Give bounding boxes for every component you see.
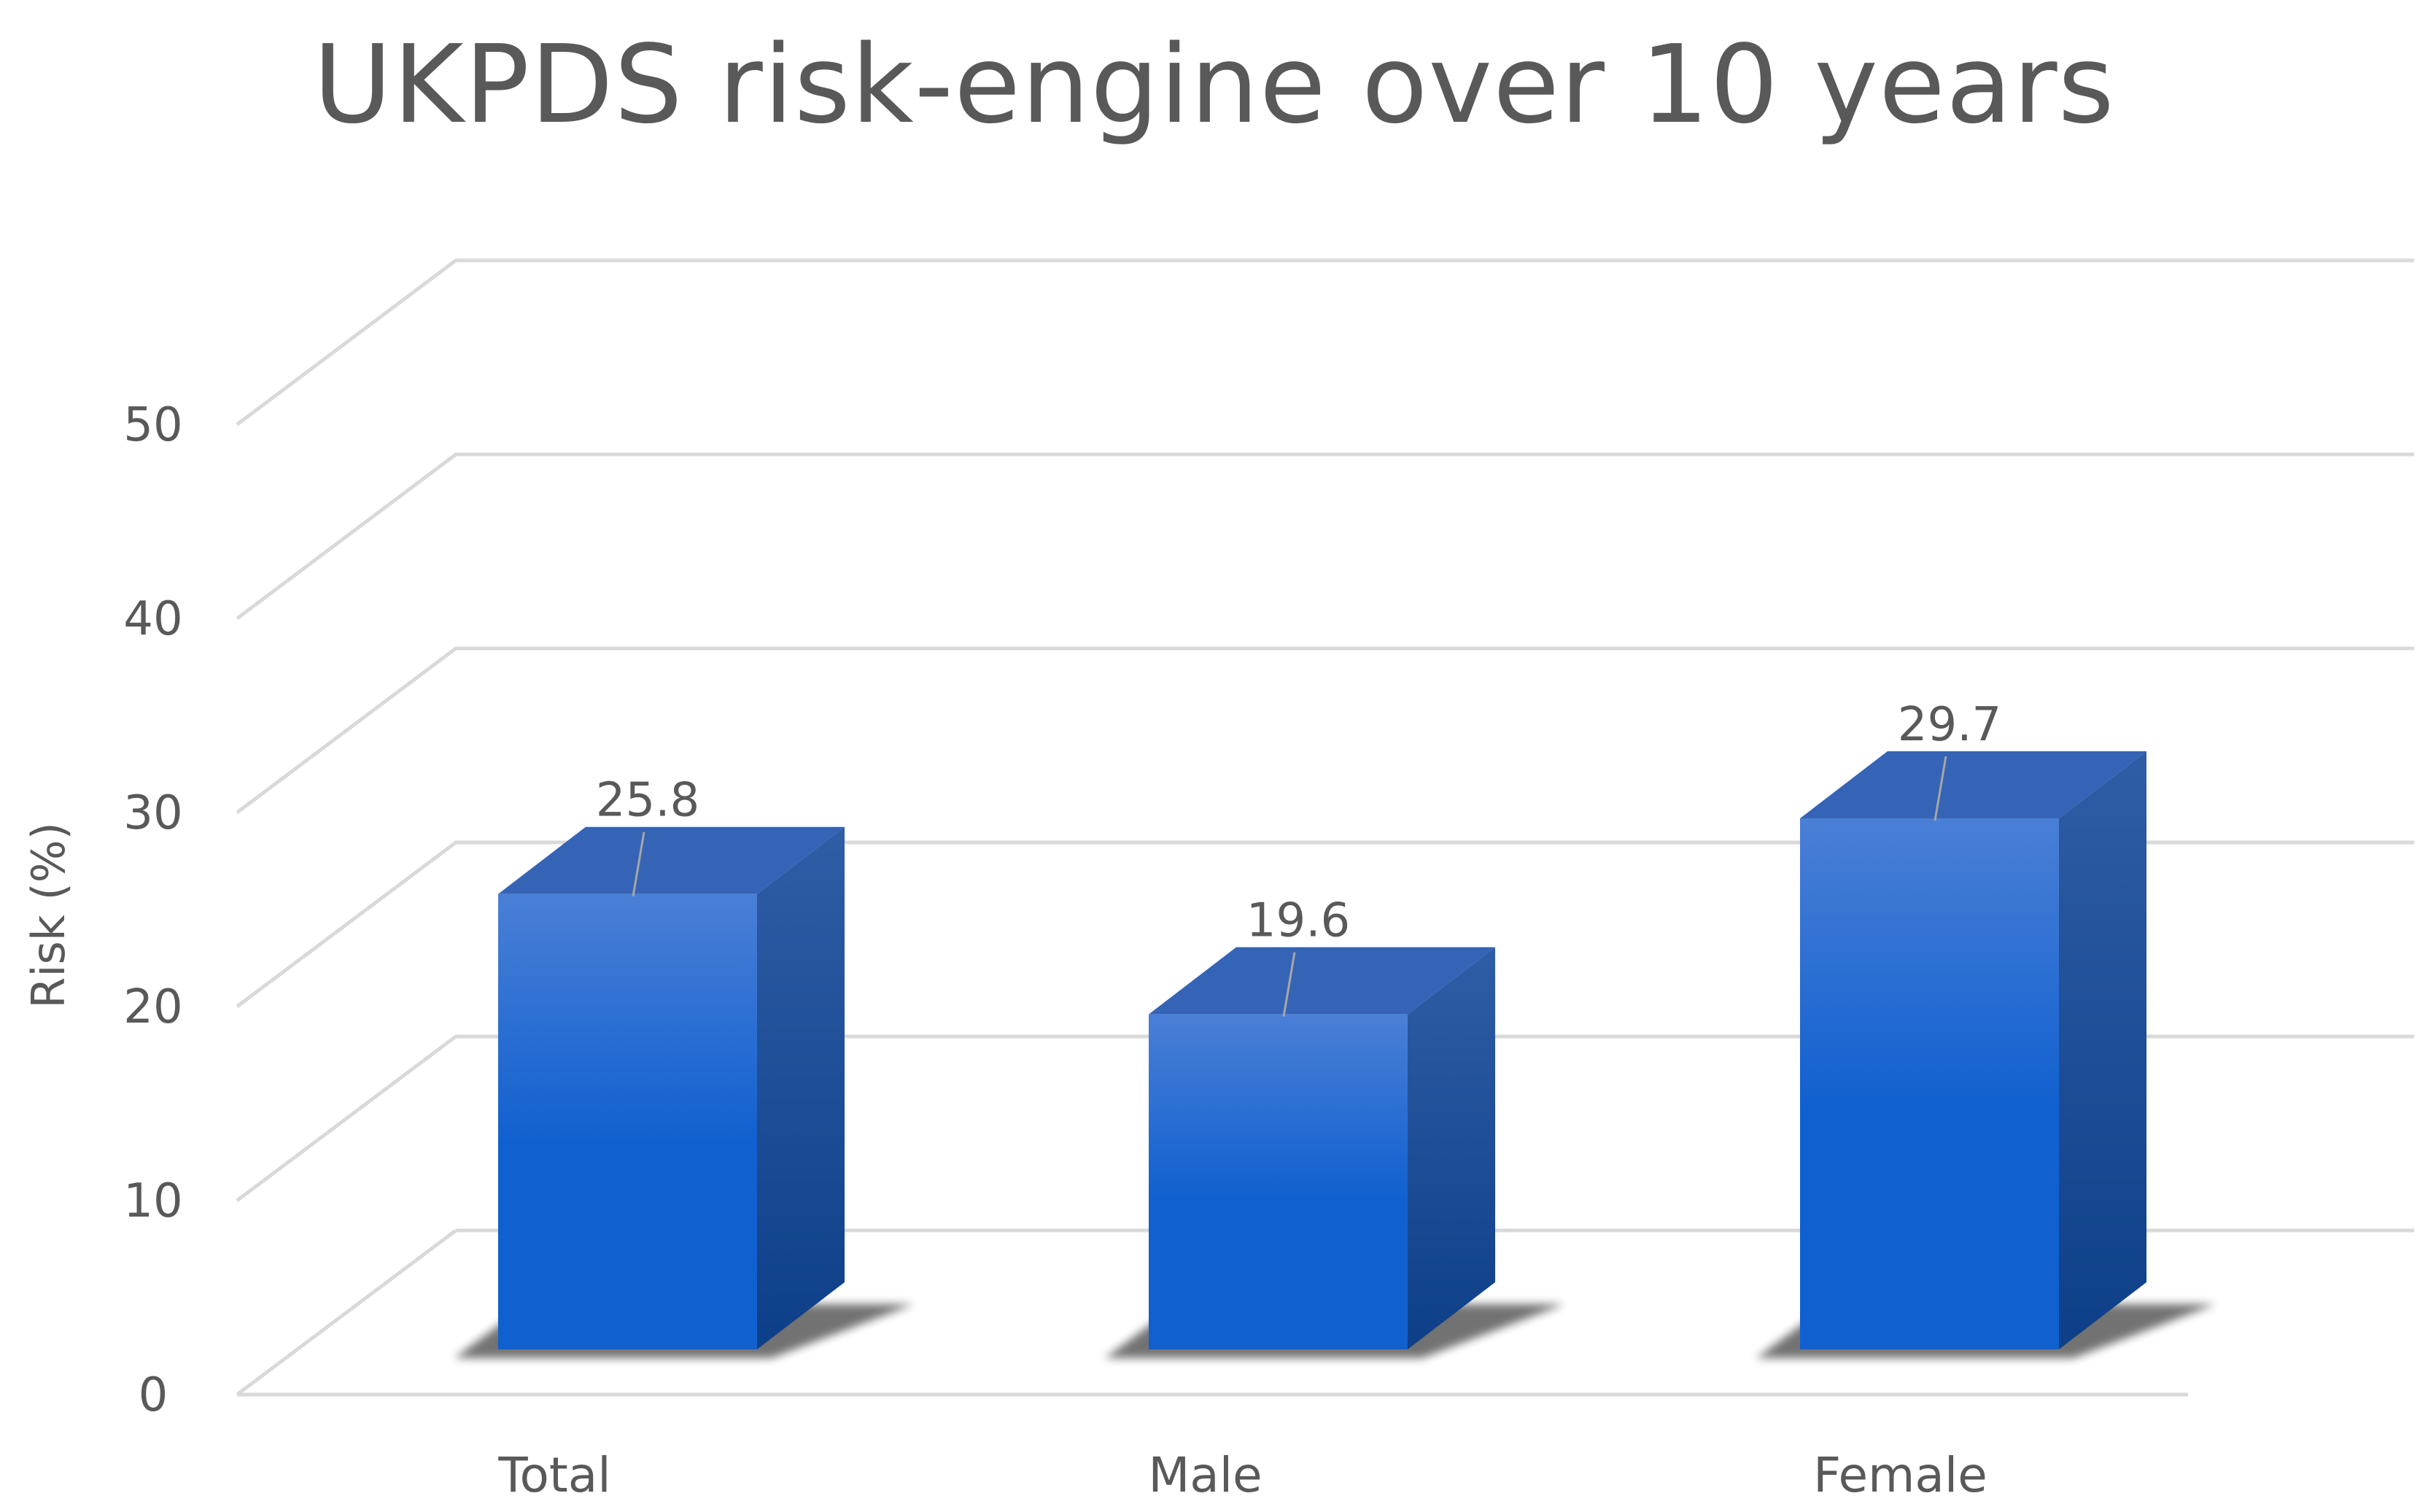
data-label-leader <box>632 831 645 896</box>
gridline-0 <box>236 1229 457 1396</box>
bar-group-male <box>1105 947 1564 1358</box>
bar-side <box>1408 947 1495 1349</box>
x-axis: Total Male Female <box>497 1447 1987 1503</box>
bar-group-total <box>454 826 914 1358</box>
bar-top <box>1800 751 2146 818</box>
bar-group-female <box>1756 751 2216 1358</box>
y-tick-label: 30 <box>123 786 182 840</box>
data-label-female: 29.7 <box>1898 698 2002 752</box>
gridline-20 <box>236 840 2414 1008</box>
bar-top <box>498 826 845 894</box>
bars <box>454 751 2216 1358</box>
y-tick-label: 50 <box>123 398 182 452</box>
bar-side <box>2059 751 2146 1349</box>
gridline-30 <box>236 646 2414 814</box>
x-tick-label-total: Total <box>497 1447 610 1503</box>
x-tick-label-male: Male <box>1148 1447 1262 1503</box>
data-label-leader <box>1282 952 1296 1017</box>
y-tick-label: 0 <box>139 1368 168 1422</box>
x-tick-label-female: Female <box>1813 1447 1987 1503</box>
gridline-10 <box>236 1034 2414 1202</box>
y-tick-label: 40 <box>123 592 182 646</box>
chart-title: UKPDS risk-engine over 10 years <box>313 22 2115 147</box>
bar-side <box>757 826 845 1349</box>
gridline-50 <box>236 258 2414 426</box>
bar-female <box>1800 818 2059 1349</box>
gridline-40 <box>236 452 2414 620</box>
bar-top <box>1149 947 1495 1015</box>
y-axis-title: Risk (%) <box>22 822 75 1009</box>
bar-total <box>498 893 757 1349</box>
bar-male <box>1149 1014 1408 1349</box>
y-tick-label: 20 <box>123 980 182 1034</box>
data-label-total: 25.8 <box>596 774 700 828</box>
y-axis: 0 10 20 30 40 50 <box>123 398 182 1422</box>
data-label-leader <box>1934 756 1947 821</box>
data-labels: 25.8 19.6 29.7 <box>596 698 2002 1017</box>
y-tick-label: 10 <box>123 1174 182 1228</box>
data-label-male: 19.6 <box>1246 894 1351 948</box>
